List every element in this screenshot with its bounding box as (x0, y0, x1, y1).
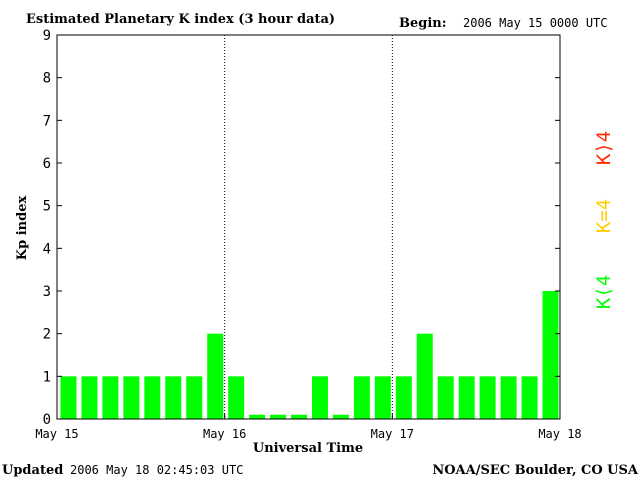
legend-k-less-4: K⟨4 (593, 275, 615, 309)
x-axis-label: Universal Time (253, 441, 363, 456)
kp-bar (81, 376, 98, 419)
begin-label: Begin: (399, 16, 447, 31)
y-tick-label: 3 (43, 284, 51, 300)
y-tick-label: 6 (43, 156, 51, 172)
kp-bar (186, 376, 203, 419)
kp-bar (228, 376, 245, 419)
kp-bar (207, 333, 224, 419)
kp-bar (479, 376, 496, 419)
kp-bar (291, 414, 307, 419)
y-tick-label: 4 (43, 241, 51, 257)
kp-bar (60, 376, 77, 419)
kp-bar (542, 291, 559, 419)
kp-bar (165, 376, 182, 419)
kp-bar (395, 376, 412, 419)
x-tick-label: May 17 (371, 427, 414, 441)
kp-bar (332, 414, 349, 419)
y-axis-ticks: 0 1 2 3 4 5 6 7 8 9 (43, 28, 560, 428)
updated-value: 2006 May 18 02:45:03 UTC (70, 463, 243, 477)
x-tick-label: May 18 (538, 427, 581, 441)
kp-bar (144, 376, 161, 419)
kp-bar (437, 376, 454, 419)
kp-bar (353, 376, 370, 419)
x-tick-label: May 16 (203, 427, 246, 441)
x-tick-label: May 15 (35, 427, 78, 441)
kp-bar (123, 376, 140, 419)
kp-bar (416, 333, 433, 419)
chart-title: Estimated Planetary K index (3 hour data… (26, 12, 335, 27)
begin-value: 2006 May 15 0000 UTC (463, 16, 608, 30)
kp-bar (270, 414, 287, 419)
legend-k-equal-4: K=4 (593, 199, 615, 233)
kp-bar (102, 376, 119, 419)
kp-bar (249, 414, 266, 419)
y-tick-label: 5 (43, 199, 51, 215)
plot-frame (56, 34, 561, 420)
y-tick-label: 8 (43, 71, 51, 87)
kp-bar (500, 376, 517, 419)
y-tick-label: 7 (43, 113, 51, 129)
y-tick-label: 1 (43, 369, 51, 385)
y-tick-label: 0 (43, 412, 51, 428)
x-axis-ticks: May 15 May 16 May 17 May 18 (35, 414, 582, 441)
legend-k-greater-4: K⟩4 (593, 131, 615, 165)
bar-series (60, 291, 559, 419)
y-tick-label: 9 (43, 28, 51, 44)
kp-bar (374, 376, 391, 419)
y-tick-label: 2 (43, 327, 51, 343)
kp-bar (521, 376, 538, 419)
updated-label: Updated (2, 463, 63, 478)
kp-bar (458, 376, 475, 419)
y-axis-label: Kp index (15, 196, 30, 261)
day-separators (224, 35, 393, 419)
kp-bar (312, 376, 328, 419)
source-credit: NOAA/SEC Boulder, CO USA (432, 463, 639, 478)
